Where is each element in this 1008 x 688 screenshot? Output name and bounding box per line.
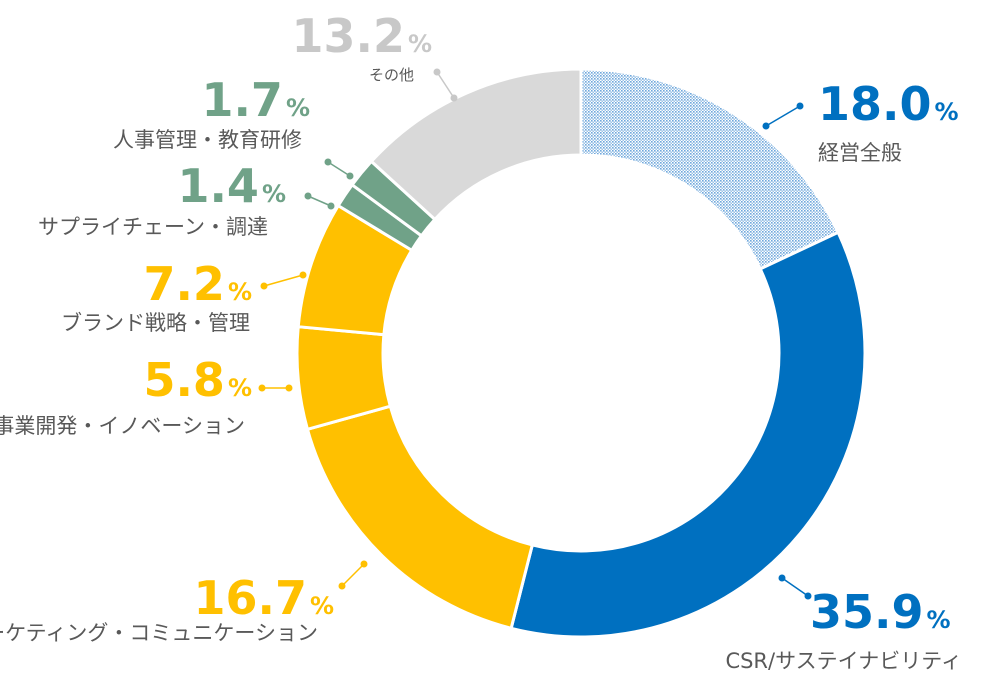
leader-line-6 (327, 161, 351, 177)
leader-dot-4-1 (260, 282, 268, 290)
category-label-2: マーケティング・コミュニケーション (0, 621, 318, 645)
category-label-3: 事業開発・イノベーション (0, 414, 245, 438)
data-labels: 18.0% 経営全般 35.9% CSR/サステイナビリティ 16.7%マーケティング・… (0, 9, 962, 673)
slice-7 (369, 67, 583, 222)
leader-dot-4-0 (299, 271, 307, 279)
category-label-6: 人事管理・教育研修 (113, 128, 302, 152)
category-label-7: その他 (369, 66, 414, 84)
value-label-6: 1.7% (201, 73, 310, 127)
slice-2 (305, 404, 535, 631)
slice-0 (579, 67, 841, 271)
leader-dot-3-1 (258, 384, 266, 392)
leader-dot-3-0 (285, 384, 293, 392)
leader-dot-7-1 (433, 68, 441, 76)
value-label-5: 1.4% (177, 159, 286, 213)
value-label-2: 16.7% (193, 571, 334, 625)
value-label-4: 7.2% (143, 257, 252, 311)
leader-dot-2-1 (360, 560, 368, 568)
leader-line-7 (436, 71, 455, 99)
leader-dot-7-0 (450, 94, 458, 102)
leader-dot-1-1 (804, 592, 812, 600)
leader-lines (258, 68, 812, 600)
donut-slices (295, 67, 867, 639)
leader-line-1 (781, 577, 809, 597)
slice-1 (509, 230, 867, 639)
leader-dot-6-1 (324, 158, 332, 166)
leader-dot-5-1 (304, 192, 312, 200)
leader-line-5 (307, 195, 332, 207)
category-label-0: 経営全般 (818, 141, 902, 165)
category-label-1: CSR/サステイナビリティ (725, 649, 962, 673)
value-label-3: 5.8% (143, 353, 252, 407)
value-label-0: 18.0% (818, 77, 959, 131)
leader-line-0 (765, 105, 801, 127)
leader-dot-5-0 (327, 202, 335, 210)
category-label-4: ブランド戦略・管理 (61, 311, 250, 335)
leader-dot-0-1 (796, 102, 804, 110)
leader-line-2 (341, 563, 365, 587)
leader-dot-2-0 (338, 582, 346, 590)
category-label-5: サプライチェーン・調達 (38, 215, 268, 239)
leader-dot-1-0 (778, 574, 786, 582)
value-label-1: 35.9% (810, 585, 951, 639)
leader-line-4 (263, 274, 304, 287)
leader-dot-0-0 (762, 122, 770, 130)
leader-dot-6-0 (346, 172, 354, 180)
value-label-7: 13.2% (291, 9, 432, 63)
